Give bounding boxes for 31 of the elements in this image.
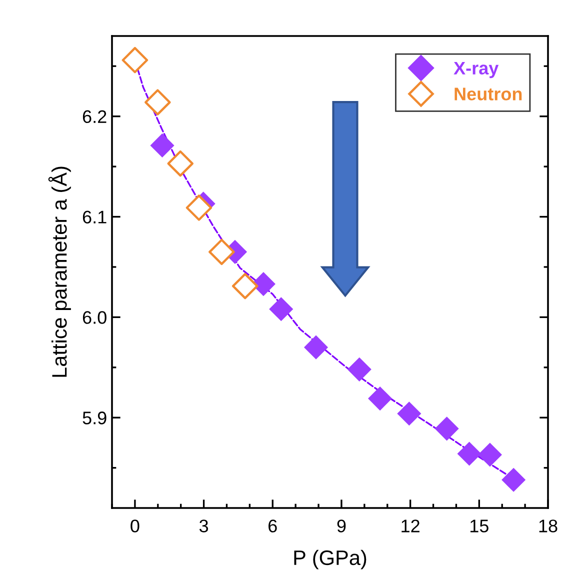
y-tick-label: 5.9	[82, 412, 106, 424]
y-axis-title: Lattice parameter a (Å)	[48, 166, 71, 377]
x-tick-label: 0	[130, 520, 140, 532]
point	[368, 386, 392, 411]
y-tick-label: 6.2	[82, 110, 106, 124]
point	[208, 238, 235, 266]
y-tick-label: 6.1	[82, 210, 106, 224]
point	[144, 89, 171, 116]
point	[232, 272, 258, 300]
x-tick-label: 9	[337, 520, 346, 532]
point	[502, 468, 526, 492]
x-tick-label: 15	[470, 520, 488, 532]
point	[478, 442, 502, 467]
point	[304, 335, 328, 360]
point	[347, 357, 372, 382]
y-tick-label: 6.0	[82, 311, 106, 324]
legend-label: Neutron	[454, 88, 522, 100]
point	[167, 150, 194, 177]
x-tick-label: 12	[402, 520, 420, 532]
point	[150, 133, 174, 158]
legend-label: X-ray	[454, 62, 499, 78]
point	[186, 194, 212, 221]
point	[457, 442, 482, 466]
x-tick-label: 3	[199, 520, 208, 532]
x-tick-label: 18	[539, 520, 558, 532]
point	[122, 46, 148, 74]
point	[397, 402, 422, 426]
point	[269, 297, 294, 322]
x-axis-title: P (GPa)	[294, 550, 366, 570]
point	[434, 416, 459, 441]
x-tick-label: 6	[268, 520, 277, 532]
